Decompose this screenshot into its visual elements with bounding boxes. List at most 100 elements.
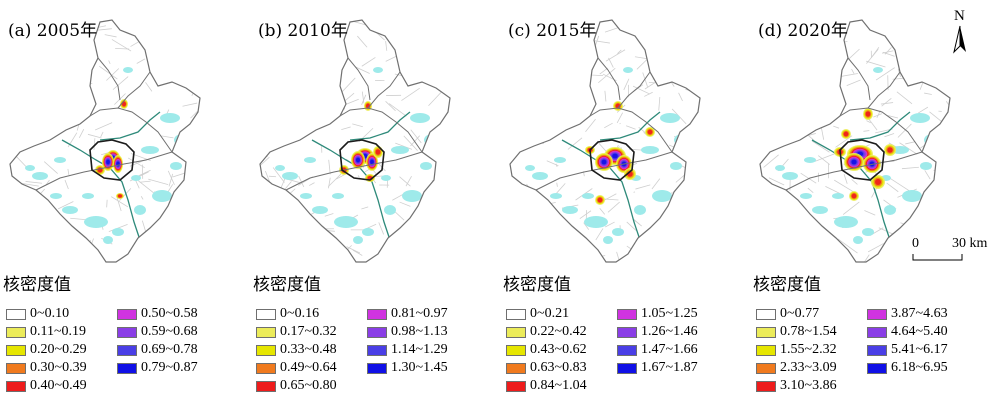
scale-bar-line [912, 254, 963, 261]
road [764, 65, 784, 80]
road [533, 74, 543, 90]
road [311, 230, 322, 238]
road [168, 173, 174, 187]
river [311, 139, 391, 241]
legend-swatch [867, 363, 887, 374]
district-boundary [867, 71, 901, 109]
legend-swatch [6, 309, 26, 320]
road [44, 113, 54, 128]
road [604, 221, 615, 228]
road [768, 177, 785, 186]
road [604, 90, 607, 102]
city-boundary [509, 19, 701, 263]
road [401, 32, 417, 45]
road [48, 90, 63, 96]
road [267, 109, 284, 125]
water-body [362, 228, 374, 236]
road [78, 129, 85, 139]
district-boundary [617, 71, 651, 109]
legend-swatch [867, 309, 887, 320]
density-hotspot [375, 149, 381, 155]
density-hotspot [601, 159, 607, 165]
district-boundary [847, 57, 871, 101]
kernel-density-map [509, 19, 701, 263]
legend-title: 核密度值 [503, 275, 571, 295]
river [849, 111, 911, 141]
legend-swatch [117, 345, 137, 356]
water-body [410, 113, 430, 123]
road [670, 66, 678, 78]
road [295, 105, 304, 114]
road [605, 49, 626, 62]
road [140, 196, 144, 200]
legend-swatch [506, 327, 526, 338]
road [546, 100, 553, 109]
density-hotspot [106, 159, 110, 165]
road [136, 58, 146, 64]
road [327, 173, 342, 187]
water-body [170, 162, 182, 170]
density-hotspot [355, 157, 361, 163]
legend-swatch [617, 363, 637, 374]
road [112, 76, 129, 90]
road [399, 201, 411, 207]
road [671, 82, 675, 87]
road [848, 48, 860, 60]
road [108, 60, 111, 65]
road [403, 135, 418, 151]
road [289, 188, 296, 194]
road [915, 33, 930, 46]
core-area-boundary [589, 139, 635, 181]
road [900, 222, 919, 230]
road [565, 72, 575, 85]
road [834, 179, 855, 193]
river [61, 139, 141, 241]
legend-swatch [256, 345, 276, 356]
road [328, 46, 334, 51]
road [567, 137, 583, 150]
road [585, 74, 604, 77]
road [111, 196, 129, 208]
road [760, 85, 776, 99]
road [795, 200, 809, 214]
road [916, 219, 928, 222]
water-body [275, 165, 285, 171]
road [66, 246, 78, 250]
road [401, 87, 420, 101]
water-body [612, 228, 624, 236]
road [276, 75, 288, 80]
map-panel-4: (d) 2020年 核密度值 0~0.77 0.78~1.54 1.55~2.32 2.3… [750, 0, 1000, 400]
road [534, 109, 554, 114]
road [190, 110, 198, 119]
north-letter: N [954, 8, 965, 24]
road [804, 246, 811, 256]
road [928, 216, 936, 222]
road [617, 49, 622, 55]
legend: 核密度值 0~0.21 0.22~0.42 0.43~0.62 0.63~0.83 0.8… [500, 268, 750, 400]
road [634, 56, 654, 61]
water-body [532, 172, 548, 180]
water-body [853, 236, 863, 244]
water-body [392, 41, 408, 49]
road [431, 180, 444, 195]
road [260, 110, 269, 115]
road [924, 92, 932, 95]
road [632, 253, 652, 255]
road [658, 96, 661, 111]
road [790, 130, 793, 142]
road [433, 227, 442, 240]
road [298, 175, 305, 188]
water-body [131, 175, 141, 181]
road [566, 240, 570, 246]
road [794, 250, 808, 262]
road [897, 123, 912, 138]
road [352, 249, 363, 256]
legend-swatch [256, 327, 276, 338]
road [644, 91, 653, 97]
road [579, 210, 592, 220]
road [794, 114, 801, 122]
road [64, 179, 69, 190]
density-hotspot [865, 111, 871, 117]
road [399, 176, 411, 187]
road [395, 142, 413, 150]
